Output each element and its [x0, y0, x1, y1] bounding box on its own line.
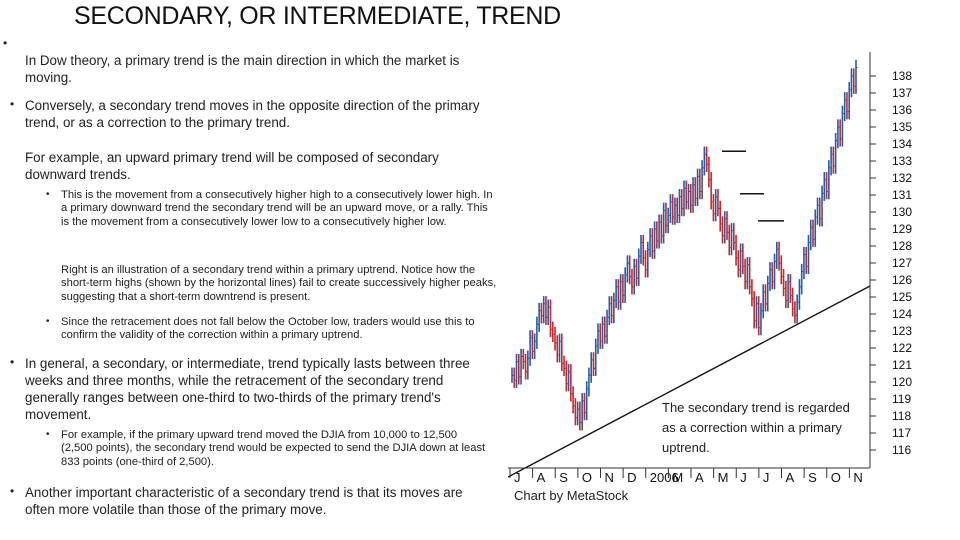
- x-tick-label: N: [605, 470, 614, 485]
- y-axis: 138 137 136 135 134 133 132 131 130 129 128 127 126 1…: [870, 69, 912, 457]
- bullet-marker: •: [10, 355, 15, 369]
- bullet-marker: •: [46, 316, 50, 327]
- text-block-duration: In general, a secondary, or intermediate…: [25, 356, 470, 422]
- text-block-example-uptrend: For example, an upward primary trend wil…: [25, 150, 439, 182]
- x-tick-label: M: [672, 470, 683, 485]
- x-tick-label: S: [559, 470, 568, 485]
- x-tick-label: J: [514, 470, 521, 485]
- x-tick-label: J: [740, 470, 747, 485]
- text-block-retracement-note: Since the retracement does not fall belo…: [61, 316, 475, 342]
- y-tick-label: 136: [892, 103, 912, 117]
- y-tick-label: 121: [892, 358, 912, 372]
- y-tick-label: 130: [892, 205, 912, 219]
- y-tick-label: 125: [892, 290, 912, 304]
- y-tick-label: 118: [892, 409, 911, 423]
- y-tick-label: 126: [892, 273, 912, 287]
- y-tick-label: 129: [892, 222, 912, 236]
- x-tick-label: A: [537, 470, 546, 485]
- y-tick-label: 134: [892, 137, 912, 151]
- x-tick-label: O: [831, 470, 841, 485]
- y-tick-label: 122: [892, 341, 912, 355]
- price-chart: 138 137 136 135 134 133 132 131 130 129 128 127 126 1…: [508, 52, 912, 503]
- bullet-marker: •: [10, 484, 15, 498]
- y-tick-label: 116: [892, 443, 911, 457]
- slide-title: SECONDARY, OR INTERMEDIATE, TREND: [74, 2, 561, 30]
- short-term-high-lines: [722, 150, 784, 222]
- x-tick-label: S: [808, 470, 817, 485]
- bullet-marker: •: [46, 429, 50, 440]
- bullet-marker: •: [10, 97, 15, 111]
- y-tick-label: 127: [892, 256, 912, 270]
- y-tick-label: 138: [892, 69, 912, 83]
- text-block-secondary-trend: Conversely, a secondary trend moves in t…: [25, 98, 480, 130]
- y-tick-label: 133: [892, 154, 912, 168]
- x-tick-label: A: [786, 470, 795, 485]
- x-tick-label: D: [627, 470, 636, 485]
- price-bars: [511, 59, 858, 431]
- text-block-volatility: Another important characteristic of a se…: [25, 485, 463, 517]
- y-tick-label: 123: [892, 324, 912, 338]
- y-tick-label: 131: [892, 188, 912, 202]
- annotation-line-1: The secondary trend is regarded: [662, 400, 850, 415]
- y-tick-label: 124: [892, 307, 912, 321]
- y-tick-label: 120: [892, 375, 912, 389]
- y-tick-label: 135: [892, 120, 912, 134]
- y-tick-label: 132: [892, 171, 912, 185]
- y-tick-label: 137: [892, 86, 912, 100]
- text-block-illustration-note: Right is an illustration of a secondary …: [61, 264, 497, 303]
- annotation-line-3: uptrend.: [662, 440, 710, 455]
- x-tick-label: 2006: [650, 470, 679, 485]
- x-tick-label: O: [582, 470, 592, 485]
- y-tick-label: 117: [892, 426, 911, 440]
- bullet-marker: •: [3, 36, 8, 50]
- text-block-primary-trend: In Dow theory, a primary trend is the ma…: [25, 53, 460, 85]
- y-tick-label: 128: [892, 239, 912, 253]
- x-tick-label: J: [763, 470, 770, 485]
- annotation-line-2: as a correction within a primary: [662, 420, 842, 435]
- x-tick-label: M: [718, 470, 729, 485]
- primary-trendline: [508, 285, 871, 478]
- y-tick-label: 119: [892, 392, 911, 406]
- x-tick-label: N: [853, 470, 862, 485]
- chart-credit: Chart by MetaStock: [514, 488, 629, 503]
- text-block-djia-example: For example, if the primary upward trend…: [61, 429, 486, 468]
- bullet-marker: •: [46, 189, 50, 200]
- text-block-movement-explanation: This is the movement from a consecutivel…: [61, 189, 493, 228]
- x-tick-label: A: [695, 470, 704, 485]
